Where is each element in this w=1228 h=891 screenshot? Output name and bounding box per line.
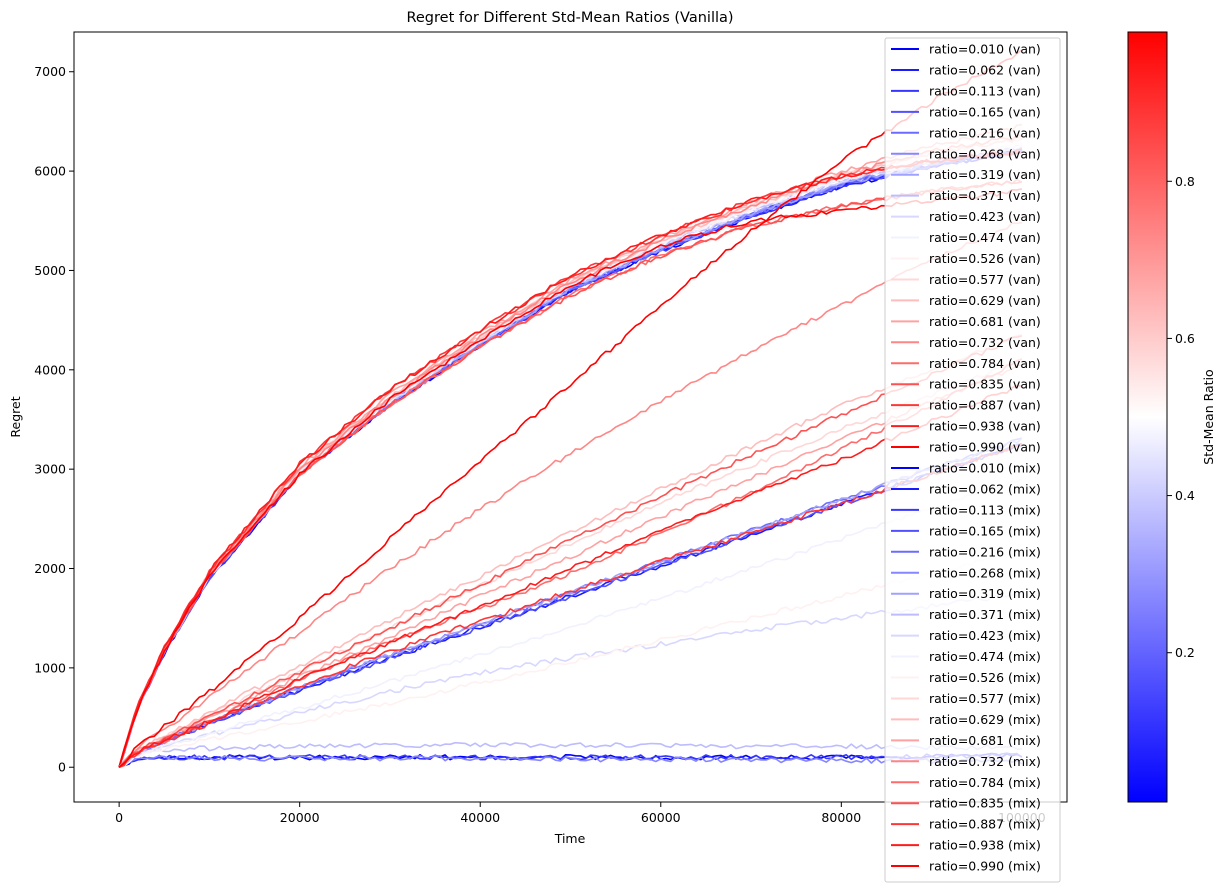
- legend-entry-label: ratio=0.371 (van): [929, 188, 1041, 203]
- colorbar-gradient: [1127, 31, 1168, 803]
- colorbar-ticks: 0.2 0.4 0.6 0.8: [1167, 174, 1195, 660]
- colorbar-tick-label: 0.4: [1175, 488, 1195, 503]
- chart-title: Regret for Different Std-Mean Ratios (Va…: [406, 10, 733, 26]
- legend-entry-label: ratio=0.784 (mix): [929, 775, 1041, 790]
- legend-entry-label: ratio=0.423 (mix): [929, 628, 1041, 643]
- series-layer: [118, 49, 1023, 768]
- legend-entry-label: ratio=0.887 (van): [929, 398, 1041, 413]
- legend-entry-label: ratio=0.629 (van): [929, 293, 1041, 308]
- legend-entry-label: ratio=0.319 (van): [929, 167, 1041, 182]
- series-line-ratio-0-835-mix: [118, 335, 1023, 768]
- series-line-ratio-0-526-mix: [118, 549, 1022, 768]
- series-line-ratio-0-423-mix: [118, 591, 1023, 768]
- legend-entry-label: ratio=0.010 (mix): [929, 461, 1041, 476]
- y-tick-label: 4000: [34, 362, 66, 377]
- series-line-ratio-0-577-mix: [118, 359, 1023, 768]
- legend-entry-label: ratio=0.474 (mix): [929, 649, 1041, 664]
- legend-entry-label: ratio=0.268 (van): [929, 146, 1041, 161]
- legend-entry-label: ratio=0.526 (van): [929, 251, 1041, 266]
- legend-entry-label: ratio=0.268 (mix): [929, 565, 1041, 580]
- y-tick-label: 6000: [34, 164, 66, 179]
- legend-entry-label: ratio=0.784 (van): [929, 356, 1041, 371]
- legend-entry-label: ratio=0.938 (mix): [929, 838, 1041, 853]
- legend-entry-label: ratio=0.732 (van): [929, 335, 1041, 350]
- y-tick-label: 5000: [34, 263, 66, 278]
- series-line-ratio-0-629-mix: [118, 333, 1023, 768]
- legend-entry-label: ratio=0.062 (mix): [929, 481, 1041, 496]
- legend-entry-label: ratio=0.216 (mix): [929, 544, 1041, 559]
- x-tick-label: 20000: [280, 810, 320, 825]
- series-line-ratio-0-371-mix: [118, 741, 1022, 768]
- legend-entry-label: ratio=0.681 (mix): [929, 733, 1041, 748]
- series-line-ratio-0-681-mix: [118, 364, 1022, 768]
- y-axis-label: Regret: [8, 396, 23, 437]
- colorbar-tick-label: 0.2: [1175, 645, 1195, 660]
- series-line-ratio-0-474-mix: [118, 477, 1023, 768]
- x-tick-label: 60000: [641, 810, 681, 825]
- legend-entry-label: ratio=0.835 (van): [929, 377, 1041, 392]
- x-axis-label: Time: [554, 831, 586, 846]
- series-line-ratio-0-319-mix: [118, 437, 1023, 768]
- series-line-ratio-0-938-mix: [118, 384, 1023, 768]
- y-tick-label: 2000: [34, 561, 66, 576]
- legend-entry-label: ratio=0.577 (mix): [929, 691, 1041, 706]
- legend-entry-label: ratio=0.423 (van): [929, 209, 1041, 224]
- colorbar-tick-label: 0.6: [1175, 331, 1195, 346]
- x-tick-label: 40000: [460, 810, 500, 825]
- series-line-ratio-0-990-van: [118, 188, 1023, 768]
- x-tick-label: 80000: [821, 810, 861, 825]
- legend-entry-label: ratio=0.629 (mix): [929, 712, 1041, 727]
- y-tick-label: 7000: [34, 64, 66, 79]
- series-line-ratio-0-990-mix: [118, 49, 1023, 768]
- legend-entry-label: ratio=0.732 (mix): [929, 754, 1041, 769]
- series-line-ratio-0-887-mix: [118, 443, 1023, 768]
- y-axis: 0 1000 2000 3000 4000 5000 6000 7000: [34, 64, 74, 775]
- colorbar-label: Std-Mean Ratio: [1201, 369, 1216, 464]
- legend-box: [884, 37, 1061, 883]
- series-line-ratio-0-268-mix: [118, 755, 1023, 768]
- legend-entry-label: ratio=0.681 (van): [929, 314, 1041, 329]
- legend-entry-label: ratio=0.113 (van): [929, 83, 1041, 98]
- legend-entry-label: ratio=0.010 (van): [929, 42, 1041, 57]
- legend-entry-label: ratio=0.165 (mix): [929, 523, 1041, 538]
- legend-entry-label: ratio=0.938 (van): [929, 419, 1041, 434]
- legend-entry-label: ratio=0.474 (van): [929, 230, 1041, 245]
- legend-entry-label: ratio=0.319 (mix): [929, 586, 1041, 601]
- x-tick-label: 0: [115, 810, 123, 825]
- legend-entry-label: ratio=0.062 (van): [929, 62, 1041, 77]
- y-tick-label: 0: [58, 760, 66, 775]
- legend-entry-label: ratio=0.887 (mix): [929, 817, 1041, 832]
- legend-entry-label: ratio=0.990 (mix): [929, 859, 1041, 874]
- series-line-ratio-0-938-van: [118, 148, 1023, 768]
- legend-entry-label: ratio=0.990 (van): [929, 440, 1041, 455]
- legend-entry-label: ratio=0.165 (van): [929, 104, 1041, 119]
- colorbar-tick-label: 0.8: [1175, 174, 1195, 189]
- series-line-ratio-0-113-mix: [118, 752, 1023, 768]
- legend: ratio=0.010 (van) ratio=0.062 (van) ratio=…: [884, 37, 1061, 883]
- series-line-ratio-0-732-mix: [118, 221, 1022, 768]
- colorbar: 0.2 0.4 0.6 0.8 Std-Mean Ratio: [1127, 31, 1216, 803]
- y-tick-label: 1000: [34, 660, 66, 675]
- legend-entry-label: ratio=0.526 (mix): [929, 670, 1041, 685]
- y-tick-label: 3000: [34, 462, 66, 477]
- legend-entry-label: ratio=0.371 (mix): [929, 607, 1041, 622]
- legend-entry-label: ratio=0.835 (mix): [929, 796, 1041, 811]
- legend-entry-label: ratio=0.113 (mix): [929, 502, 1041, 517]
- legend-entry-label: ratio=0.577 (van): [929, 272, 1041, 287]
- plot-frame: [73, 31, 1068, 803]
- legend-entry-label: ratio=0.216 (van): [929, 125, 1041, 140]
